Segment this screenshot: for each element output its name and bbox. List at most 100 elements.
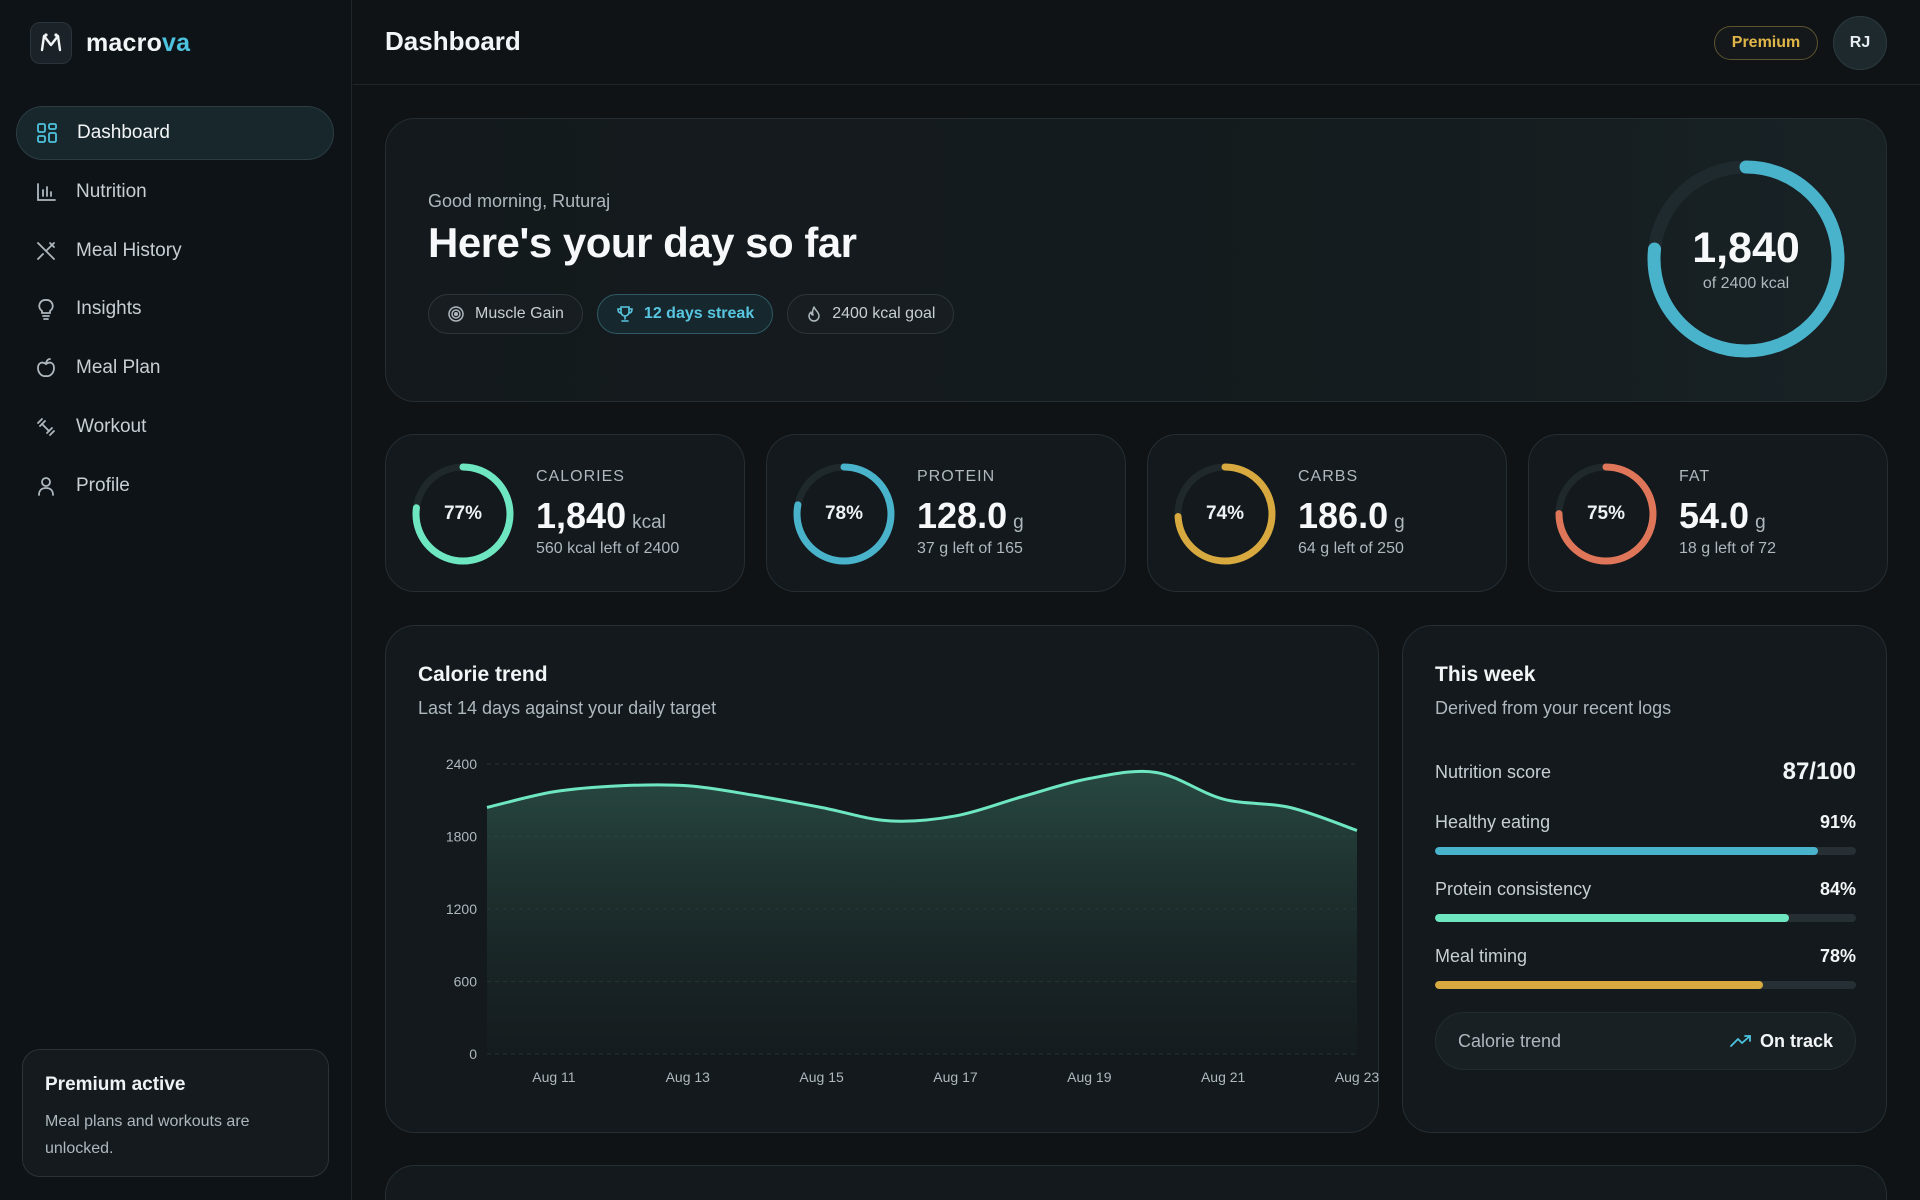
progress-track [1435, 847, 1856, 855]
sidebar-item-label: Insights [76, 298, 142, 320]
this-week-card: This week Derived from your recent logs … [1402, 625, 1887, 1133]
nutrition-score-row: Nutrition score 87/100 [1435, 758, 1856, 786]
macro-label: CARBS [1298, 468, 1359, 485]
bar-percent: 78% [1819, 946, 1856, 966]
sidebar: macrova Dashboard Nutrition Meal History… [0, 0, 352, 1200]
sidebar-item-nutrition[interactable]: Nutrition [16, 165, 334, 219]
sidebar-item-label: Profile [76, 474, 130, 496]
macro-remaining: 18 g left of 72 [1679, 540, 1776, 557]
macro-percent: 77% [443, 503, 483, 524]
x-tick-label: Aug 19 [1067, 1069, 1112, 1085]
avatar[interactable]: RJ [1833, 16, 1887, 70]
status-value: On track [1730, 1031, 1833, 1052]
utensils-icon [34, 239, 58, 263]
top-header: Dashboard Premium RJ [353, 0, 1920, 85]
progress-fill [1435, 847, 1819, 855]
grid-icon [35, 121, 59, 145]
apple-icon [34, 356, 58, 380]
macro-value: 1,840 kcal [536, 495, 666, 536]
trend-title: Calorie trend [418, 663, 548, 686]
sidebar-item-dashboard[interactable]: Dashboard [16, 106, 334, 160]
sidebar-item-insights[interactable]: Insights [16, 282, 334, 336]
score-label: Nutrition score [1435, 761, 1552, 782]
macro-ring [412, 463, 514, 565]
x-tick-label: Aug 21 [1201, 1069, 1246, 1085]
macro-label: PROTEIN [917, 468, 996, 485]
macro-value: 186.0 g [1298, 495, 1405, 536]
brand-logo-icon [30, 22, 72, 64]
lightbulb-icon [34, 297, 58, 321]
kcal-goal-chip[interactable]: 2400 kcal goal [787, 294, 955, 334]
x-tick-label: Aug 13 [666, 1069, 711, 1085]
user-icon [34, 474, 58, 498]
sidebar-item-label: Workout [76, 415, 147, 437]
bar-label: Protein consistency [1435, 879, 1592, 899]
premium-card-title: Premium active [45, 1074, 186, 1095]
goal-chip[interactable]: Muscle Gain [428, 294, 583, 334]
macro-percent: 75% [1586, 503, 1626, 524]
ring-label: 1,840 of 2400 kcal [1644, 157, 1848, 361]
sidebar-item-label: Meal Plan [76, 357, 161, 379]
brand[interactable]: macrova [30, 22, 190, 64]
sidebar-item-workout[interactable]: Workout [16, 400, 334, 454]
macro-label: CALORIES [536, 468, 625, 485]
macro-card-fat[interactable]: 75% FAT 54.0 g 18 g left of 72 [1528, 434, 1888, 592]
page-title: Dashboard [385, 26, 521, 56]
ring-sub: of 2400 kcal [1702, 275, 1790, 292]
macro-remaining: 560 kcal left of 2400 [536, 540, 680, 557]
y-tick-label: 1200 [446, 901, 477, 917]
calorie-progress-ring [1647, 160, 1845, 358]
macro-card-protein[interactable]: 78% PROTEIN 128.0 g 37 g left of 165 [766, 434, 1126, 592]
macro-value: 128.0 g [917, 495, 1024, 536]
dumbbell-icon [34, 415, 58, 439]
x-tick-label: Aug 15 [799, 1069, 844, 1085]
brand-name: macrova [86, 28, 191, 57]
progress-track [1435, 914, 1856, 922]
progress-fill [1435, 981, 1764, 989]
premium-active-card: Premium active Meal plans and workouts a… [22, 1049, 329, 1177]
protein-consistency-bar: Protein consistency 84% [1435, 879, 1856, 922]
premium-badge[interactable]: Premium [1714, 26, 1818, 60]
meal-timing-bar: Meal timing 78% [1435, 946, 1856, 989]
flame-icon [808, 306, 820, 322]
macro-ring [793, 463, 895, 565]
trending-up-icon [1730, 1035, 1751, 1047]
bar-chart-icon [34, 180, 58, 204]
macro-percent: 78% [824, 503, 864, 524]
target-icon [448, 306, 464, 322]
macro-remaining: 37 g left of 165 [917, 540, 1023, 557]
greeting: Good morning, Ruturaj [428, 191, 611, 211]
hero-chips: Muscle Gain 12 days streak 2400 kcal goa… [428, 294, 955, 334]
x-tick-label: Aug 11 [532, 1069, 576, 1085]
sidebar-item-profile[interactable]: Profile [16, 459, 334, 513]
macro-ring [1174, 463, 1276, 565]
macro-percent: 74% [1205, 503, 1245, 524]
y-tick-label: 600 [454, 974, 478, 990]
bar-percent: 84% [1819, 879, 1856, 899]
bar-label: Meal timing [1435, 946, 1528, 966]
trophy-icon [617, 306, 633, 322]
macro-remaining: 64 g left of 250 [1298, 540, 1404, 557]
trend-area [487, 771, 1357, 1054]
bar-percent: 91% [1819, 812, 1856, 832]
macro-card-carbs[interactable]: 74% CARBS 186.0 g 64 g left of 250 [1147, 434, 1507, 592]
week-subtitle: Derived from your recent logs [1435, 698, 1672, 718]
macro-ring [1555, 463, 1657, 565]
macro-card-calories[interactable]: 77% CALORIES 1,840 kcal 560 kcal left of … [385, 434, 745, 592]
progress-fill [1435, 914, 1789, 922]
trend-subtitle: Last 14 days against your daily target [418, 698, 717, 718]
trend-line [486, 769, 1358, 832]
calorie-trend-status[interactable]: Calorie trend On track [1435, 1012, 1856, 1070]
streak-chip[interactable]: 12 days streak [596, 294, 774, 334]
ring-value: 1,840 [1692, 224, 1800, 272]
premium-card-desc: Meal plans and workouts are unlocked. [45, 1113, 250, 1157]
sidebar-item-label: Meal History [76, 239, 182, 261]
score-value: 87/100 [1782, 758, 1856, 785]
week-title: This week [1435, 663, 1536, 686]
progress-track [1435, 981, 1856, 989]
sidebar-item-meal-history[interactable]: Meal History [16, 224, 334, 278]
y-tick-label: 0 [469, 1046, 477, 1062]
hero-title: Here's your day so far [428, 219, 857, 266]
x-tick-label: Aug 17 [933, 1069, 978, 1085]
sidebar-item-meal-plan[interactable]: Meal Plan [16, 341, 334, 395]
